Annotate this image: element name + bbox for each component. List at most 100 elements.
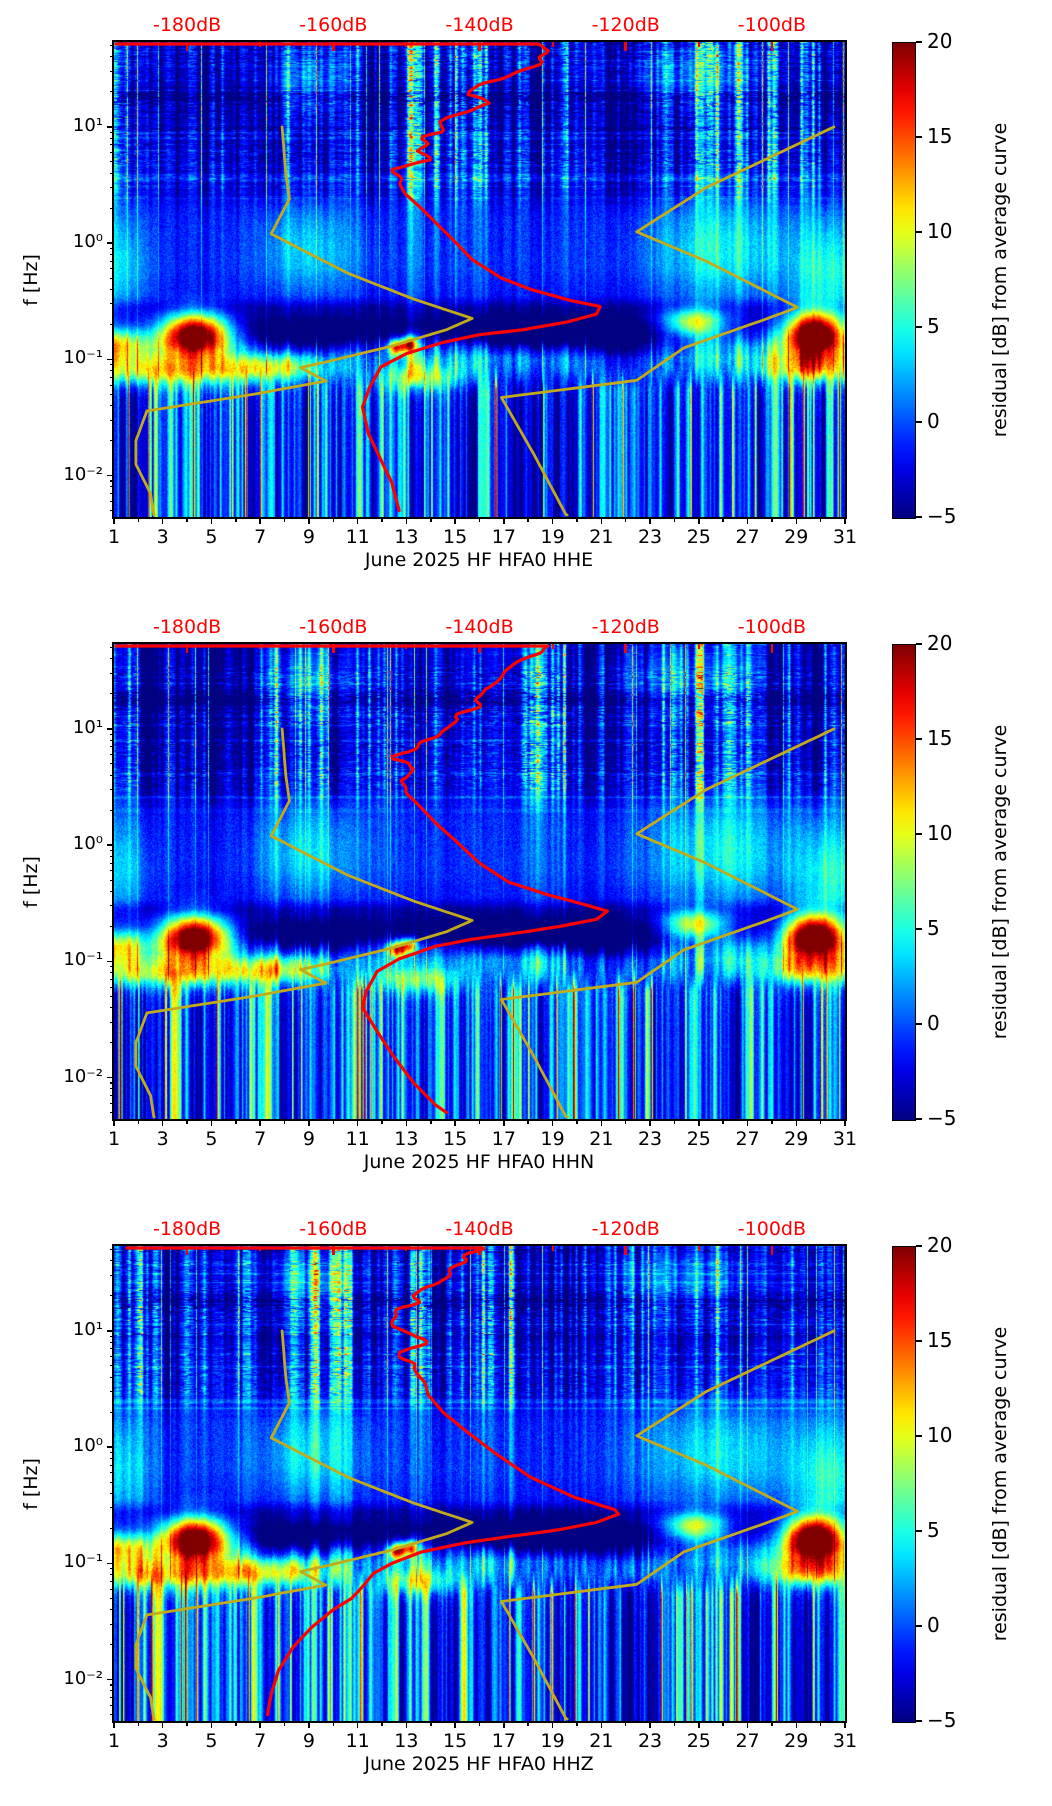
x-tick — [795, 1119, 798, 1126]
y-minor-tick — [110, 1609, 114, 1611]
y-minor-tick — [110, 370, 114, 372]
x-tick — [454, 1119, 456, 1126]
y-minor-tick — [110, 809, 114, 811]
y-minor-tick — [110, 277, 114, 279]
y-tick — [107, 242, 114, 244]
y-minor-tick — [110, 247, 114, 250]
y-minor-tick — [110, 493, 114, 495]
colorbar-tick — [915, 231, 922, 233]
spectrogram-plot-area — [112, 1244, 847, 1723]
colorbar-tick — [915, 326, 922, 328]
y-minor-tick — [110, 995, 114, 997]
y-minor-tick — [110, 733, 114, 735]
top-db-minor-tick — [697, 42, 700, 47]
y-minor-tick — [110, 1568, 114, 1570]
x-tick — [210, 1119, 213, 1126]
y-minor-tick — [110, 323, 114, 325]
colorbar-tick — [915, 1118, 922, 1120]
x-tick — [673, 1119, 676, 1124]
y-minor-tick — [110, 1365, 114, 1367]
x-tick — [698, 1721, 700, 1728]
y-minor-tick — [110, 1580, 114, 1582]
y-tick — [107, 728, 114, 730]
colorbar-label: residual [dB] from average curve — [989, 724, 1011, 1040]
colorbar-tick — [915, 1023, 922, 1025]
colorbar-tick — [915, 421, 922, 423]
x-tick — [113, 1721, 115, 1728]
colorbar-tick — [915, 738, 922, 740]
colorbar-gradient — [892, 42, 916, 519]
top-db-tick-label: -120dB — [591, 1218, 660, 1240]
x-tick-label: 19 — [540, 1730, 565, 1752]
x-tick — [698, 517, 700, 524]
y-minor-tick — [110, 1112, 114, 1114]
top-db-tick — [332, 1246, 335, 1255]
colorbar-tick-label: 15 — [927, 1328, 953, 1352]
x-tick-label: 27 — [735, 1730, 760, 1752]
low-noise-model-curve — [134, 125, 474, 517]
y-minor-tick — [110, 966, 114, 968]
top-db-tick — [770, 42, 774, 51]
x-tick — [381, 1721, 383, 1726]
colorbar-tick-label: 5 — [927, 1518, 940, 1542]
colorbar-tick — [915, 643, 922, 645]
x-tick — [308, 1119, 310, 1126]
colorbar-tick-label: 15 — [927, 124, 953, 148]
x-tick — [649, 1721, 651, 1728]
y-tick-label: 10⁻² — [63, 1065, 103, 1087]
y-minor-tick — [110, 862, 114, 864]
x-tick — [771, 1119, 773, 1124]
y-tick-label: 10⁻¹ — [63, 949, 103, 971]
x-tick — [551, 1721, 554, 1728]
top-db-tick-label: -180dB — [152, 14, 222, 36]
y-tick — [107, 1330, 114, 1332]
top-db-tick — [478, 1246, 481, 1255]
y-minor-tick — [110, 288, 114, 290]
y-tick — [107, 844, 114, 846]
y-minor-tick — [110, 1260, 114, 1262]
x-tick-label: 5 — [205, 526, 218, 548]
y-minor-tick — [110, 925, 114, 927]
x-tick — [624, 1721, 627, 1726]
y-minor-tick — [110, 253, 114, 255]
x-tick — [137, 1721, 140, 1726]
x-tick — [698, 1119, 700, 1126]
x-tick — [819, 1721, 822, 1726]
y-minor-tick — [110, 70, 114, 72]
colorbar-tick — [915, 928, 922, 930]
colorbar-tick — [915, 41, 922, 43]
colorbar-tick-label: 0 — [927, 1011, 940, 1035]
y-minor-tick — [110, 1527, 114, 1529]
y-minor-tick — [110, 1021, 114, 1023]
subplot-title: June 2025 HF HFA0 HHE — [364, 549, 594, 571]
y-tick-label: 10⁰ — [72, 231, 103, 253]
y-tick-label: 10¹ — [72, 114, 103, 136]
x-tick-label: 15 — [443, 526, 468, 548]
x-tick-label: 3 — [156, 1128, 169, 1150]
x-tick — [332, 1119, 335, 1124]
x-tick — [844, 517, 846, 524]
subplot-hhn: f [Hz] 1 3 5 7 9 11 13 15 17 19 21 23 25 27 29 31 10¹ 10… — [0, 602, 1052, 1204]
x-tick-label: 31 — [832, 1730, 858, 1752]
top-db-tick-label: -120dB — [591, 14, 660, 36]
y-minor-tick — [110, 754, 114, 756]
y-minor-tick — [110, 1274, 114, 1276]
y-minor-tick — [110, 1644, 114, 1646]
x-tick-label: 23 — [637, 1128, 663, 1150]
y-minor-tick — [110, 1597, 114, 1599]
top-db-minor-tick — [551, 1246, 554, 1251]
x-tick-label: 3 — [156, 526, 169, 548]
top-db-minor-tick — [259, 644, 262, 649]
y-minor-tick — [110, 440, 114, 442]
colorbar-tick — [915, 1530, 922, 1532]
y-tick-label: 10⁻¹ — [63, 347, 103, 369]
spectrogram-plot-area — [112, 40, 847, 519]
x-tick-label: 17 — [491, 1730, 516, 1752]
x-tick-label: 25 — [686, 1730, 711, 1752]
spectrogram-plot-area — [112, 642, 847, 1121]
y-minor-tick — [110, 647, 114, 649]
x-tick — [381, 517, 383, 522]
x-tick-label: 23 — [637, 1730, 663, 1752]
x-tick-label: 3 — [156, 1730, 169, 1752]
